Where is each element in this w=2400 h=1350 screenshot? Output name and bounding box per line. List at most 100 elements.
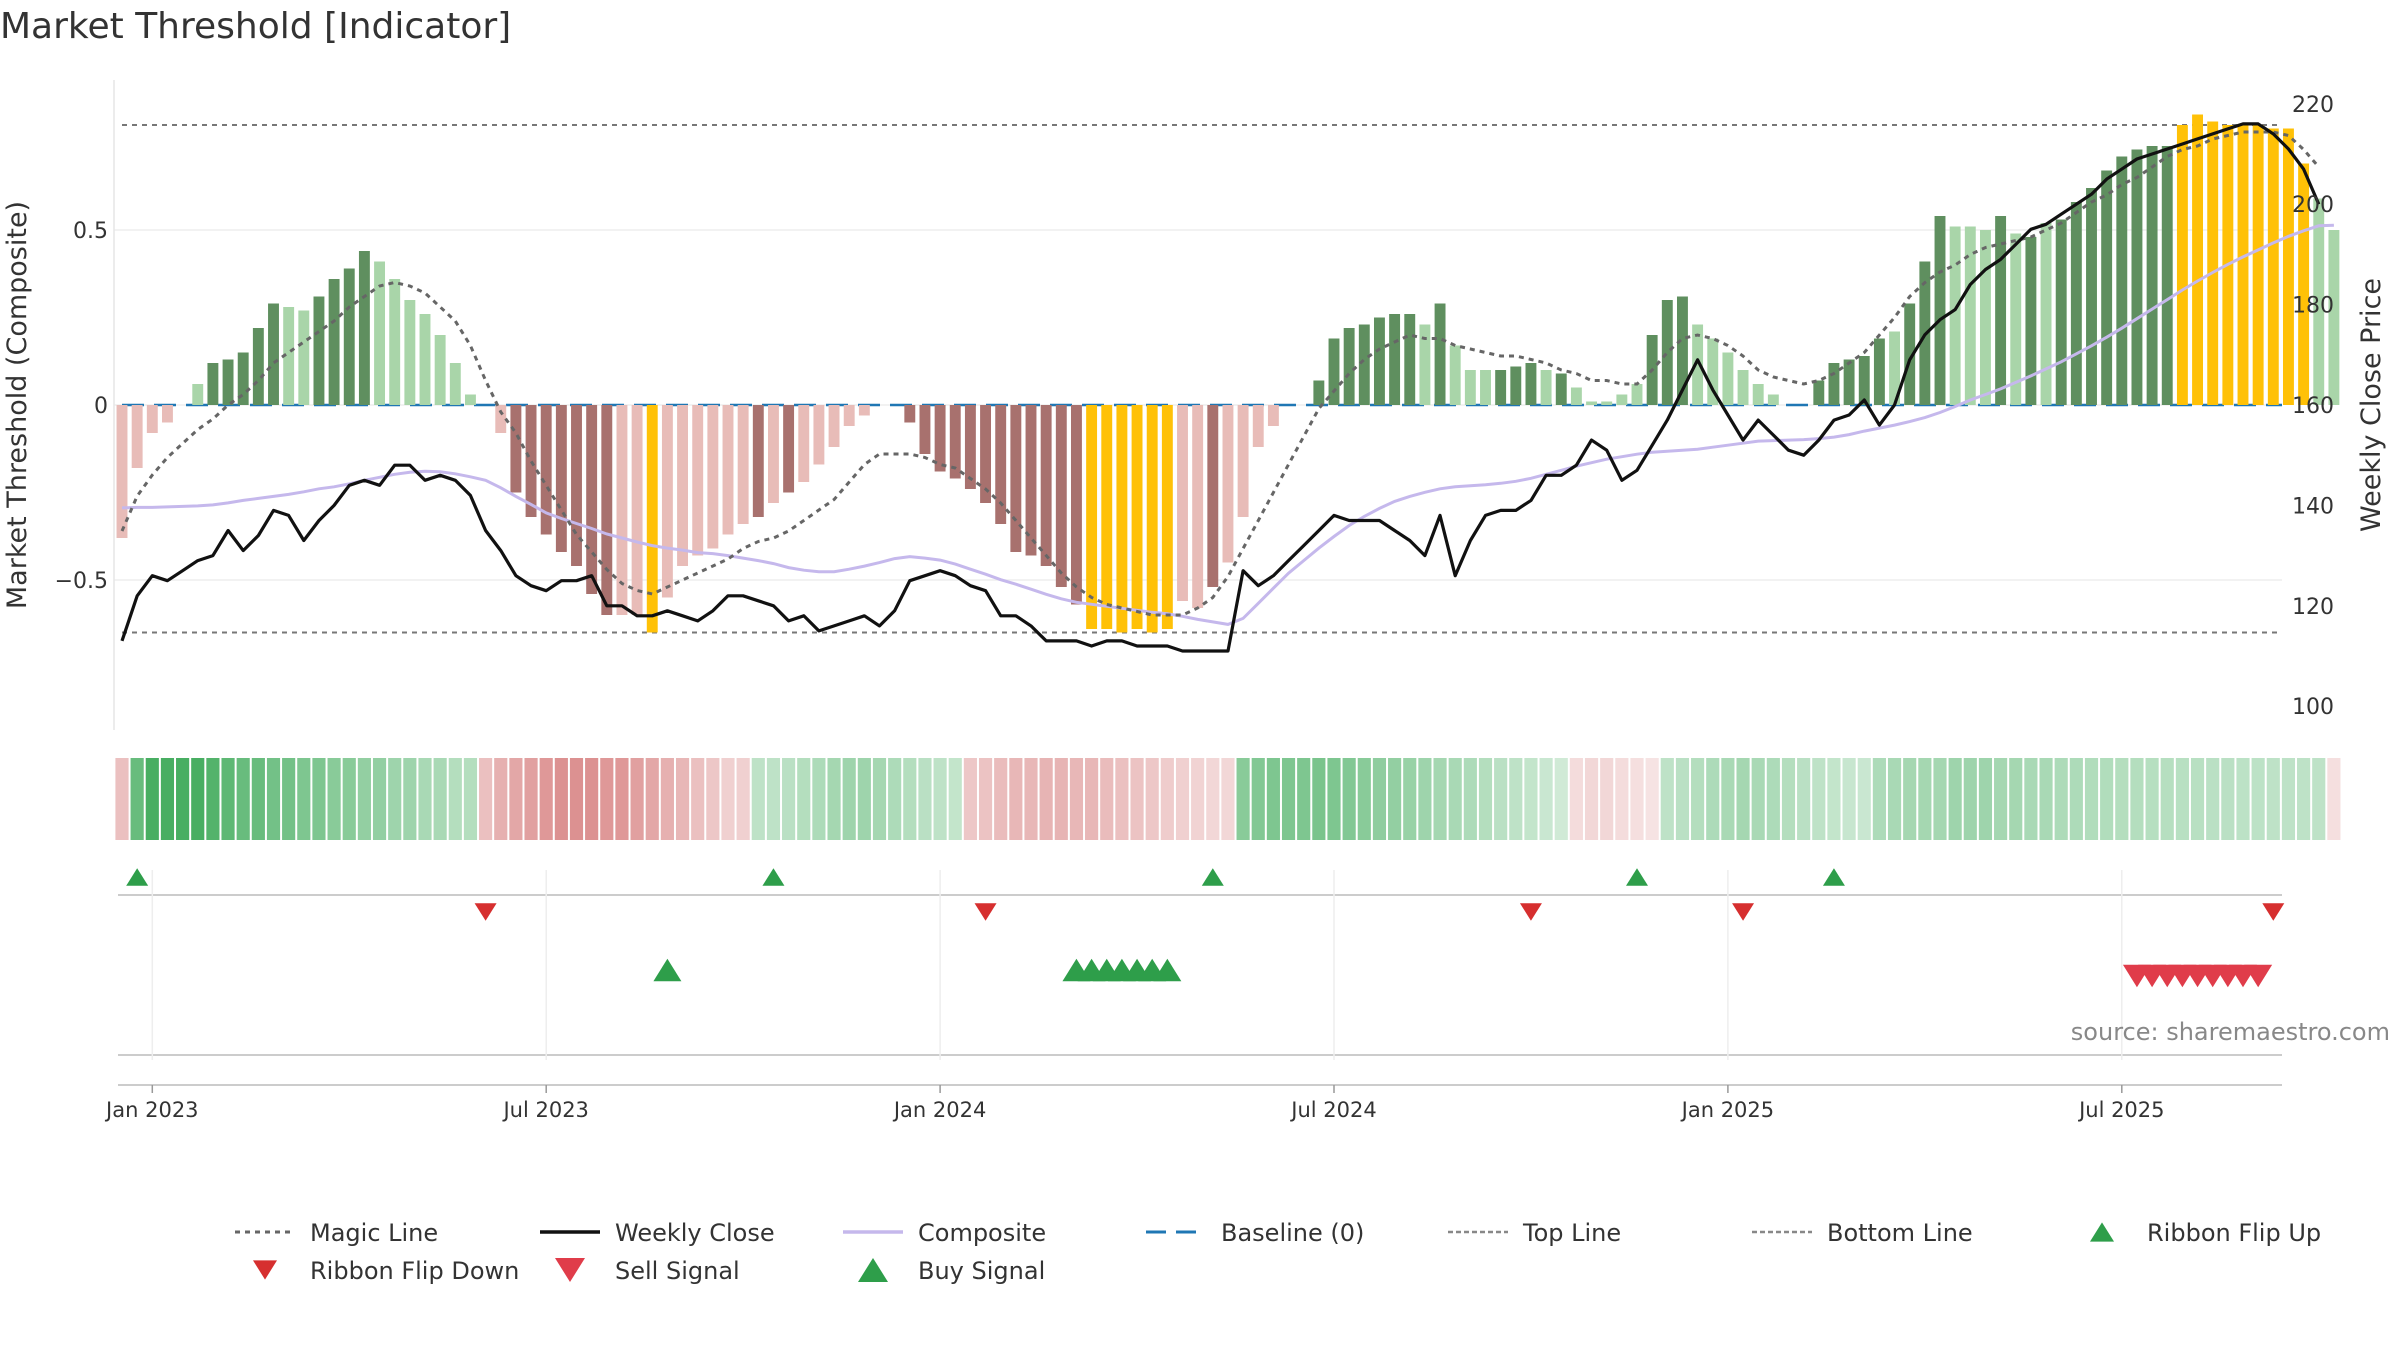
composite-bar xyxy=(2313,198,2325,405)
composite-bar xyxy=(1995,216,2007,405)
composite-bar xyxy=(783,405,795,493)
ribbon-cell xyxy=(115,758,129,840)
legend-swatch xyxy=(253,1260,277,1280)
ribbon-cell xyxy=(251,758,265,840)
ribbon-cell xyxy=(1069,758,1084,840)
y-axis-label: Market Threshold (Composite) xyxy=(2,201,33,609)
composite-bar xyxy=(1070,405,1082,605)
composite-bar xyxy=(692,405,704,556)
legend-label: Ribbon Flip Up xyxy=(2147,1219,2321,1247)
composite-bar xyxy=(1873,338,1885,405)
composite-bar xyxy=(404,300,416,405)
composite-bar xyxy=(1252,405,1264,447)
composite-bar xyxy=(995,405,1007,524)
ribbon-cell xyxy=(1600,758,1614,840)
ribbon-cell xyxy=(706,758,720,840)
composite-bar xyxy=(601,405,613,615)
ribbon-cell xyxy=(282,758,296,840)
ribbon-cell xyxy=(2251,758,2265,840)
composite-bar xyxy=(1419,324,1431,405)
ribbon-cell xyxy=(312,758,326,840)
ribbon-cell xyxy=(176,758,190,840)
ribbon-cell xyxy=(1388,758,1402,840)
legend-item: Magic Line xyxy=(235,1219,438,1247)
ribbon-cell xyxy=(872,758,887,840)
ribbon-cell xyxy=(1478,758,1493,840)
ribbon-cell xyxy=(479,758,493,840)
ribbon-cell xyxy=(1948,758,1962,840)
composite-bar xyxy=(586,405,598,594)
composite-bar xyxy=(1373,317,1385,405)
ribbon-cell xyxy=(1933,758,1947,840)
ribbon-cell xyxy=(857,758,871,840)
ribbon-cell xyxy=(1494,758,1508,840)
composite-bar xyxy=(1555,373,1567,405)
ribbon-cell xyxy=(1463,758,1477,840)
ribbon-cell xyxy=(782,758,796,840)
ribbon-cell xyxy=(1175,758,1190,840)
y-right-tick-label: 140 xyxy=(2292,494,2334,519)
composite-bar xyxy=(1616,394,1628,405)
ribbon-cell xyxy=(494,758,508,840)
buy-signal-marker xyxy=(1153,958,1182,982)
ribbon-cell xyxy=(1448,758,1462,840)
composite-bar xyxy=(1858,356,1870,405)
buy-signal-marker xyxy=(653,958,682,982)
ribbon-cell xyxy=(418,758,432,840)
axes: 0.5 0 −0.5 220 200 180 160 140 120 100 Market Thre… xyxy=(2,93,2387,720)
composite-bar xyxy=(1389,314,1401,405)
x-axis: Jan 2023 Jul 2023 Jan 2024 Jul 2024 Jan 2025… xyxy=(104,870,2165,1122)
sell-signal-marker xyxy=(2244,964,2273,988)
composite-bar xyxy=(464,394,476,405)
composite-bar xyxy=(2207,121,2219,405)
composite-bar xyxy=(707,405,719,549)
composite-bar xyxy=(1131,405,1143,629)
ribbon-flip-down-marker xyxy=(974,903,997,921)
legend-item: Ribbon Flip Down xyxy=(253,1257,519,1285)
x-tick-label: Jul 2025 xyxy=(2077,1098,2164,1122)
composite-bar xyxy=(1813,380,1825,405)
ribbon-cell xyxy=(1781,758,1796,840)
ribbon-cell xyxy=(888,758,902,840)
composite-bar xyxy=(1828,363,1840,405)
legend-item: Buy Signal xyxy=(858,1257,1045,1285)
ribbon-cell xyxy=(797,758,811,840)
ribbon-flip-up-marker xyxy=(126,868,149,886)
composite-bar xyxy=(858,405,870,416)
ribbon-cell xyxy=(1115,758,1129,840)
ribbon-cell xyxy=(1206,758,1220,840)
ribbon-cell xyxy=(615,758,629,840)
ribbon-cell xyxy=(2054,758,2068,840)
composite-bar xyxy=(1358,324,1370,405)
ribbon-cell xyxy=(1145,758,1159,840)
composite-bar xyxy=(1510,366,1522,405)
ribbon-cell xyxy=(1433,758,1447,840)
ribbon-cell xyxy=(1903,758,1917,840)
composite-bar xyxy=(343,268,355,405)
ribbon-cell xyxy=(2175,758,2189,840)
ribbon-cell xyxy=(1539,758,1553,840)
composite-bar xyxy=(1116,405,1128,633)
composite-bar xyxy=(2055,219,2067,405)
legend-item: Baseline (0) xyxy=(1146,1219,1364,1247)
composite-bar xyxy=(2328,230,2340,405)
ribbon-cell xyxy=(1312,758,1326,840)
ribbon-cell xyxy=(600,758,614,840)
composite-bar xyxy=(434,335,446,405)
composite-bar xyxy=(1464,370,1476,405)
composite-bar xyxy=(358,251,370,405)
composite-bar xyxy=(571,405,582,566)
composite-bar xyxy=(555,405,567,552)
ribbon-cell xyxy=(160,758,175,840)
ribbon-cell xyxy=(145,758,159,840)
ribbon-cell xyxy=(1887,758,1902,840)
ribbon-cell xyxy=(1963,758,1977,840)
ribbon-cell xyxy=(2145,758,2159,840)
ribbon-cell xyxy=(2024,758,2038,840)
y-right-tick-label: 100 xyxy=(2292,695,2334,720)
ribbon-cell xyxy=(1251,758,1265,840)
ribbon-cell xyxy=(1372,758,1387,840)
weekly-close-line xyxy=(120,122,2321,653)
ribbon-cell xyxy=(660,758,674,840)
ribbon-cell xyxy=(585,758,599,840)
